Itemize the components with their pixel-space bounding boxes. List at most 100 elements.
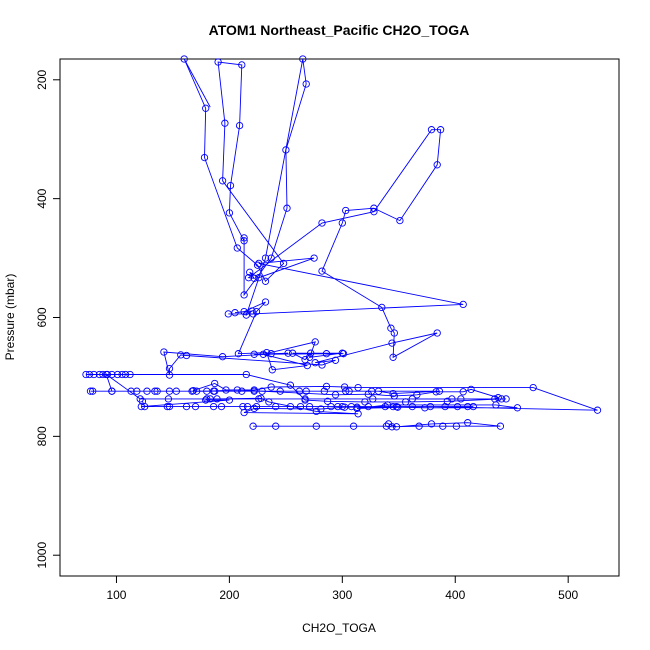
data-point <box>224 310 232 318</box>
data-point <box>231 309 239 317</box>
data-point <box>415 422 423 430</box>
data-point <box>529 383 537 392</box>
data-point <box>390 329 398 337</box>
data-point <box>259 350 267 358</box>
data-point <box>250 386 258 394</box>
data-point <box>305 402 314 411</box>
data-point <box>383 401 392 409</box>
data-point <box>263 348 271 357</box>
data-point <box>89 387 97 395</box>
data-point <box>296 402 305 411</box>
data-point <box>312 407 320 416</box>
data-point <box>491 395 499 403</box>
chart-title: ATOM1 Northeast_Pacific CH2O_TOGA <box>209 22 470 38</box>
plot-frame <box>59 58 620 577</box>
data-point <box>143 387 151 395</box>
data-point <box>126 370 134 379</box>
data-point <box>441 402 449 411</box>
data-point <box>457 395 465 403</box>
data-point <box>118 370 126 379</box>
y-tick-label: 800 <box>35 426 49 446</box>
data-point <box>302 80 310 88</box>
data-point <box>267 383 275 391</box>
data-point <box>421 404 429 412</box>
data-point <box>464 402 472 411</box>
data-point <box>364 402 372 411</box>
data-point <box>408 402 416 411</box>
data-point <box>182 351 191 360</box>
data-point <box>102 370 110 379</box>
data-point <box>396 216 404 225</box>
data-point <box>160 348 168 356</box>
data-point <box>252 402 261 411</box>
data-point <box>211 379 219 388</box>
y-tick-label: 200 <box>35 69 49 89</box>
data-point <box>464 419 472 427</box>
data-point <box>311 359 319 367</box>
data-point <box>408 395 416 403</box>
data-point <box>86 387 95 395</box>
data-point <box>243 402 252 411</box>
x-axis: 100 200 300 400 500 <box>106 576 579 602</box>
data-point <box>427 126 436 134</box>
x-tick-label: 400 <box>445 588 465 602</box>
x-tick-label: 500 <box>558 588 578 602</box>
data-point <box>459 300 467 309</box>
series-5 <box>183 58 211 108</box>
data-point <box>353 404 361 413</box>
data-point <box>439 422 447 430</box>
data-point <box>238 61 246 69</box>
y-axis: 200 400 600 800 1000 <box>35 69 60 569</box>
data-point <box>433 329 441 337</box>
x-tick-label: 200 <box>219 588 239 602</box>
x-tick-label: 300 <box>332 588 352 602</box>
data-point <box>433 161 441 169</box>
data-point <box>180 55 188 63</box>
data-point <box>361 398 369 406</box>
data-point <box>213 395 221 403</box>
data-point <box>133 387 141 395</box>
data-point <box>340 383 349 391</box>
data-point <box>85 370 94 379</box>
data-point <box>164 395 173 403</box>
data-point <box>108 387 116 395</box>
data-point <box>349 422 358 430</box>
data-point <box>282 146 290 154</box>
data-point <box>238 387 246 395</box>
data-point <box>370 208 378 216</box>
data-point <box>436 126 445 134</box>
data-point <box>203 387 211 395</box>
data-point <box>413 391 421 399</box>
data-point <box>301 395 309 403</box>
series-4 <box>249 419 505 431</box>
data-point <box>192 387 201 395</box>
data-point <box>127 387 135 395</box>
data-point <box>426 402 435 411</box>
data-point <box>389 353 397 361</box>
data-point <box>165 364 174 373</box>
series-1 <box>160 55 467 379</box>
data-point <box>226 181 235 190</box>
data-point <box>202 104 210 112</box>
data-point <box>240 234 248 242</box>
x-axis-label: CH2O_TOGA <box>302 621 376 635</box>
data-point <box>323 397 332 405</box>
data-point <box>339 350 348 358</box>
data-point <box>502 395 510 403</box>
data-point <box>317 405 325 413</box>
data-point <box>342 206 350 215</box>
data-point <box>153 387 161 395</box>
data-point <box>113 370 122 379</box>
data-point <box>469 402 477 411</box>
data-point <box>141 402 149 411</box>
series-line <box>163 58 464 376</box>
data-point <box>218 353 227 361</box>
data-point <box>312 422 320 430</box>
data-point <box>121 370 130 379</box>
data-point <box>253 261 262 269</box>
data-point <box>261 298 270 306</box>
data-point <box>322 382 331 391</box>
data-point <box>494 394 502 402</box>
data-point <box>388 339 396 347</box>
data-point <box>200 153 209 162</box>
